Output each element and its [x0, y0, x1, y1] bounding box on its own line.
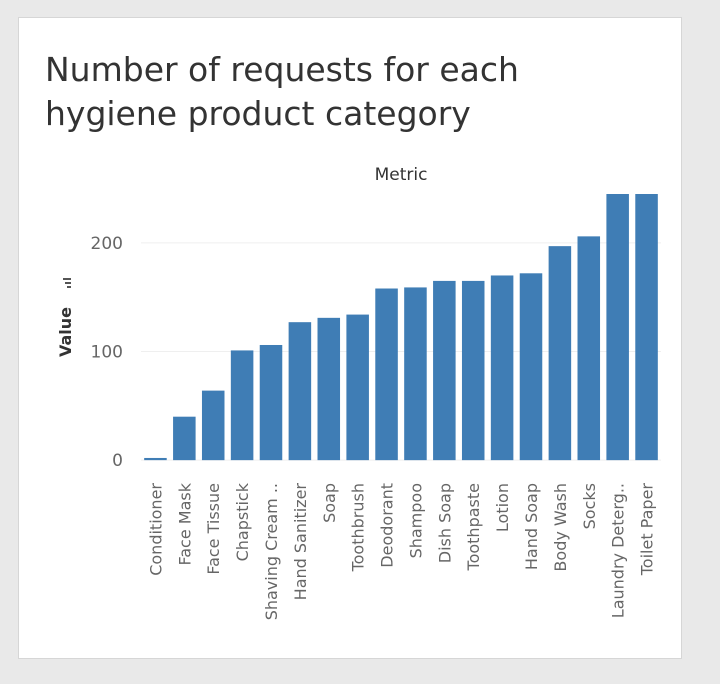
x-tick-label: Conditioner	[146, 483, 165, 576]
sort-icon	[65, 282, 71, 284]
bar	[490, 275, 514, 461]
x-tick-label: Toothpaste	[464, 483, 483, 571]
bar	[433, 280, 456, 461]
sort-icon	[67, 286, 71, 288]
x-tick-label: Body Wash	[551, 483, 570, 572]
x-tick-label: Shaving Cream ..	[262, 483, 281, 620]
column-header: Metric	[375, 165, 428, 185]
x-tick-label: Socks	[580, 483, 599, 529]
bar	[548, 246, 572, 461]
bar	[577, 236, 601, 461]
x-tick-label: Hand Sanitizer	[291, 483, 310, 601]
x-tick-label: Toothbrush	[349, 483, 368, 572]
x-tick-label: Chapstick	[233, 482, 252, 561]
y-tick-label: 0	[112, 451, 123, 471]
x-tick-label: Dish Soap	[435, 483, 454, 563]
bar	[259, 344, 283, 461]
bar	[144, 457, 167, 461]
bar	[375, 288, 398, 461]
y-axis-label: Value	[56, 307, 75, 357]
bar	[606, 194, 629, 461]
bar	[635, 194, 658, 461]
bar	[173, 416, 196, 461]
x-tick-label: Face Mask	[175, 482, 194, 565]
bar	[461, 280, 485, 461]
x-tick-label: Hand Soap	[522, 483, 541, 570]
bar	[230, 350, 254, 461]
bar-chart: 0 100 200 Metric Value Conditioner Face Mask Fa…	[56, 165, 661, 620]
y-tick-label: 100	[91, 343, 123, 363]
chart-card: Number of requests for each hygiene prod…	[18, 17, 682, 659]
bar	[519, 273, 543, 461]
x-tick-label: Shampoo	[406, 483, 425, 558]
x-tick-label: Lotion	[493, 483, 512, 532]
y-tick-label: 200	[91, 234, 123, 254]
bar	[201, 390, 225, 461]
x-tick-label: Toilet Paper	[638, 483, 657, 577]
x-tick-label: Deodorant	[378, 483, 397, 568]
bar	[288, 322, 312, 461]
bar	[346, 314, 369, 461]
x-tick-label: Face Tissue	[204, 483, 223, 575]
chart-title: Number of requests for each hygiene prod…	[45, 50, 519, 133]
x-tick-label: Laundry Deterg..	[609, 483, 628, 618]
sort-icon	[63, 278, 71, 280]
x-tick-label: Soap	[320, 483, 339, 523]
bar	[404, 287, 427, 461]
bar	[317, 317, 341, 461]
